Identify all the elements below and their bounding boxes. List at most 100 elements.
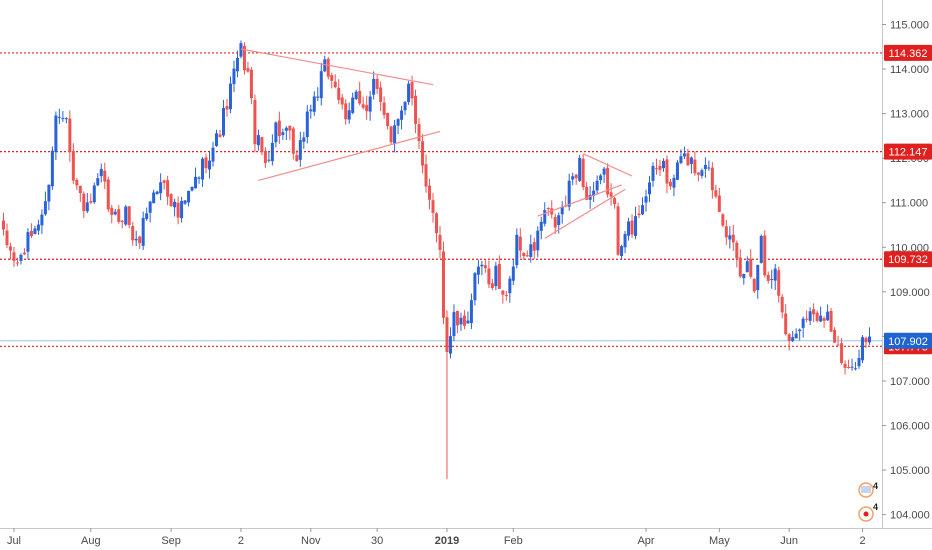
candle-body [773,268,777,281]
candle [822,316,826,328]
candle [473,271,477,306]
candle-body [197,177,201,179]
candle [379,81,383,112]
candle-body [239,43,243,57]
candle [159,173,163,201]
candle-body [92,185,96,203]
candle [766,271,770,284]
candle-body [281,132,285,136]
candle-body [379,87,383,102]
candle-body [36,224,40,231]
candle [187,190,191,207]
candle [668,178,672,190]
candle [696,172,700,182]
candle-body [267,159,271,161]
candle-body [407,83,411,103]
candle [340,93,344,110]
candle-body [508,278,512,294]
candle-body [211,147,215,162]
candle [228,76,232,114]
candle [246,61,250,73]
candle [92,182,96,204]
candle-body [246,68,250,72]
candle [539,216,543,240]
candle-body [215,133,219,146]
candle-body [721,214,725,226]
candle [176,196,180,225]
candle-body [868,336,871,343]
candle-body [333,81,337,88]
candle-body [347,110,351,120]
candle-body [138,236,142,244]
last-price-tag: 107.902 [884,332,932,349]
candle [588,186,592,209]
candle [89,193,93,205]
candle [843,360,847,375]
jp-flag-event-icon[interactable]: 4 [858,502,878,522]
candle-body [386,112,390,127]
candle-body [665,159,669,184]
candle [281,128,285,140]
candle-body [417,124,421,142]
candle [833,327,837,343]
candle [641,197,645,216]
candle [745,256,749,273]
candle [574,173,578,185]
candle-body [40,214,44,226]
y-tick-label: 106.000 [890,421,930,433]
level-price-tag-box [884,44,932,61]
candle-body [812,309,816,315]
candle [721,213,725,228]
candle-body [609,192,613,197]
candle-body [717,195,721,212]
candle-body [766,274,770,281]
candle [326,56,330,80]
candle-body [686,153,690,166]
candle-body [675,162,679,180]
candle [215,129,219,147]
candle [208,152,212,179]
candle-body [305,111,309,138]
candle [75,178,79,191]
event-markers[interactable]: 44 [858,481,878,522]
candle-body [393,125,397,144]
candle [714,184,718,199]
candle [665,155,669,194]
candle [679,149,683,165]
candle [658,159,662,177]
candle [847,359,851,369]
candle-body [518,236,522,251]
y-tick-label: 114.000 [890,64,929,76]
candle [54,111,58,161]
candle [194,167,198,189]
candle [770,269,774,289]
candle-body [724,226,728,238]
candle [599,173,603,185]
candle [40,209,44,234]
candle-body [344,103,348,120]
candle-body [595,180,599,191]
us-flag-event-icon[interactable]: 4 [858,481,878,498]
candle-body [235,58,239,72]
x-tick-label: 2 [859,535,865,547]
candle [794,328,798,339]
candle-body [696,172,700,175]
candle-body [194,176,198,189]
level-price-tag: 114.362 [884,44,932,61]
candle-body [99,169,103,177]
candle-body [110,207,114,215]
candle [197,176,201,184]
candle-body [96,178,100,186]
candle-body [511,266,515,281]
candle [682,146,686,160]
us-flag-event-flag [861,486,871,493]
candle [166,175,170,206]
candle-body [295,155,299,161]
candle-body [728,235,732,240]
level-price-tag: 112.147 [884,143,932,160]
candle [372,71,376,100]
candle [386,112,390,130]
candle-body [169,194,173,207]
candle [382,96,386,119]
